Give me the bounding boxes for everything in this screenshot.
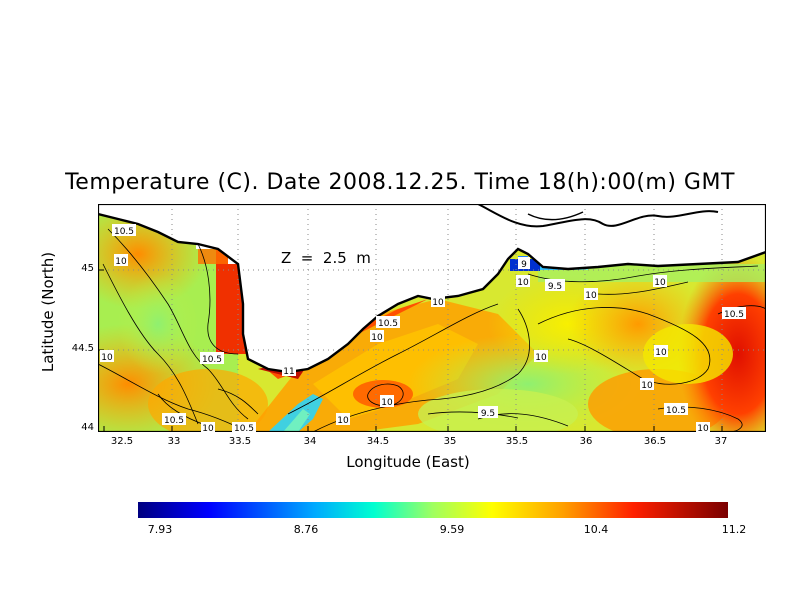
svg-text:10: 10 (371, 333, 383, 343)
map-title: Temperature (C). Date 2008.12.25. Time 1… (65, 170, 735, 195)
contour-label: 9.5 (545, 279, 565, 292)
contour-label: 10 (640, 378, 654, 391)
contour-label: 10 (114, 254, 128, 267)
svg-text:10: 10 (202, 424, 214, 432)
contour-label: 10 (370, 330, 384, 343)
svg-text:10.5: 10.5 (666, 406, 686, 416)
colorbar-tick-label: 7.93 (147, 523, 173, 536)
contour-label: 10 (534, 350, 548, 363)
land-area (98, 204, 766, 372)
contour-label: 10.5 (232, 422, 256, 432)
svg-text:10.5: 10.5 (724, 310, 744, 320)
contour-label: 10 (584, 288, 598, 301)
svg-text:10.5: 10.5 (114, 227, 134, 237)
azov-coastline (477, 204, 719, 228)
x-tick-label: 32.5 (110, 436, 134, 447)
contour-label: 10 (380, 395, 394, 408)
svg-text:10: 10 (654, 278, 666, 288)
y-tick-label: 44.5 (71, 343, 94, 354)
contour-label: 10 (696, 422, 710, 432)
x-tick-label: 37 (714, 436, 728, 447)
y-tick-label: 45 (81, 263, 94, 274)
svg-text:10.5: 10.5 (164, 416, 184, 426)
svg-text:10: 10 (101, 353, 113, 363)
contour-label: 11 (282, 364, 296, 377)
contour-label: 10.5 (722, 307, 746, 320)
svg-text:10.5: 10.5 (378, 319, 398, 329)
contour-label: 10 (100, 350, 114, 363)
colorbar-tick-label: 9.59 (439, 523, 465, 536)
x-tick-label: 36.5 (643, 436, 667, 447)
contour-label: 10 (336, 413, 350, 426)
contour-labels: 10.5 10 10.5 10.5 10 11 10.5 10 10 10 10… (100, 224, 746, 432)
contour-label: 10.5 (200, 352, 224, 365)
colorbar-gradient (138, 502, 728, 518)
x-tick-label: 35 (443, 436, 457, 447)
map-grid (98, 204, 766, 432)
svg-text:10: 10 (432, 298, 444, 308)
svg-text:10.5: 10.5 (234, 424, 254, 432)
x-tick-label: 33.5 (228, 436, 252, 447)
contour-label: 9 (518, 257, 530, 270)
contour-label: 10 (516, 275, 530, 288)
svg-text:11: 11 (283, 367, 294, 377)
svg-text:10: 10 (655, 348, 667, 358)
contour-label: 10.5 (112, 224, 136, 237)
x-axis-label: Longitude (East) (346, 453, 470, 471)
colorbar-tick-label: 10.4 (583, 523, 609, 536)
svg-text:10: 10 (381, 398, 393, 408)
svg-text:10.5: 10.5 (202, 355, 222, 365)
depth-label: Z = 2.5 m (281, 249, 371, 267)
svg-text:10: 10 (641, 381, 653, 391)
x-tick-label: 36 (579, 436, 593, 447)
contour-label: 9.5 (478, 406, 498, 419)
x-tick-label: 34 (303, 436, 317, 447)
contour-lines (98, 228, 766, 432)
svg-text:10: 10 (535, 353, 547, 363)
x-tick-label: 34.5 (366, 436, 390, 447)
svg-text:10: 10 (517, 278, 529, 288)
svg-text:9.5: 9.5 (548, 282, 562, 292)
svg-text:10: 10 (585, 291, 597, 301)
contour-label: 10.5 (162, 413, 186, 426)
tick-marks (98, 269, 723, 432)
svg-text:10: 10 (697, 424, 709, 432)
y-tick-label: 44 (81, 422, 94, 433)
svg-text:10: 10 (337, 416, 349, 426)
plot-frame (98, 204, 766, 432)
svg-text:9.5: 9.5 (481, 409, 495, 419)
svg-text:9: 9 (521, 260, 527, 270)
x-tick-label: 35.5 (505, 436, 529, 447)
colorbar-tick-label: 8.76 (293, 523, 319, 536)
contour-label: 10.5 (376, 316, 400, 329)
x-tick-label: 33 (167, 436, 181, 447)
contour-label: 10 (653, 275, 667, 288)
temperature-map: Z = 2.5 m 10.5 10 10.5 10.5 10 11 10.5 1… (98, 204, 766, 432)
contour-label: 10.5 (664, 403, 688, 416)
colorbar (138, 502, 728, 518)
contour-label: 10 (201, 422, 215, 432)
y-axis-label: Latitude (North) (39, 251, 57, 373)
svg-text:10: 10 (115, 257, 127, 267)
colorbar-tick-label: 11.2 (721, 523, 747, 536)
contour-label: 10 (431, 295, 445, 308)
contour-label: 10 (654, 345, 668, 358)
